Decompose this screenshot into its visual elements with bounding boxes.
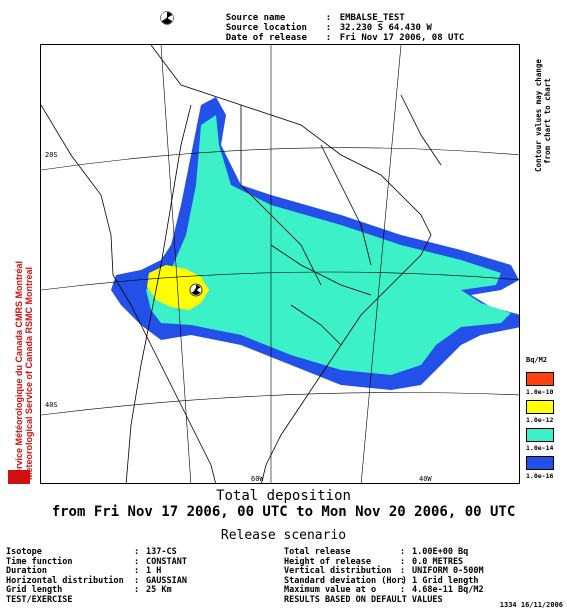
scenario-value: 1 Grid length xyxy=(412,575,479,586)
map-canvas: 20S 40S 60W 40W xyxy=(41,45,519,483)
default-values-note: RESULTS BASED ON DEFAULT VALUES xyxy=(284,594,443,605)
coastlines xyxy=(41,45,442,483)
scenario-key: Vertical distribution xyxy=(284,566,392,576)
graticule xyxy=(41,45,519,483)
map-title: Total deposition xyxy=(216,488,351,504)
scenario-details: Isotope:137-CS Time function: CONSTANT Du… xyxy=(6,547,561,604)
canada-flag-icon xyxy=(8,470,30,484)
legend-label-1e-12: 1.0e-12 xyxy=(526,416,554,424)
release-date-value: Fri Nov 17 2006, 08 UTC xyxy=(339,33,465,43)
legend-unit: Bq/M2 xyxy=(526,356,548,364)
scenario-key: Isotope xyxy=(6,547,42,557)
contour-note-line1: Contour values may change xyxy=(534,59,543,172)
title-block: Total deposition from Fri Nov 17 2006, 0… xyxy=(0,488,567,544)
source-location-row: Source location:32.230 S 64.430 W xyxy=(225,23,432,33)
scenario-value: 25 Km xyxy=(146,585,172,595)
scenario-value: 137-CS xyxy=(146,547,177,557)
source-name-row: Source name: EMBALSE_TEST xyxy=(225,13,405,23)
source-location-value: 32.230 S 64.430 W xyxy=(339,23,432,33)
scenario-value: UNIFORM 0-500M xyxy=(412,566,484,576)
legend-label-1e-16: 1.0e-16 xyxy=(526,472,554,480)
scenario-value: 1 H xyxy=(146,566,162,576)
agency-line-english: Meteorological Service of Canada RSMC Mo… xyxy=(24,266,34,480)
scenario-key: Height of release xyxy=(284,556,371,567)
source-location-marker xyxy=(189,283,203,297)
lat-label-40s: 40S xyxy=(45,401,58,409)
test-exercise-label: TEST/EXERCISE xyxy=(6,594,73,605)
source-name-label: Source name xyxy=(225,13,286,23)
source-name-value: EMBALSE_TEST xyxy=(339,13,405,23)
contour-note-line2: from chart to chart xyxy=(543,78,552,164)
run-stamp: 1334 16/11/2006 xyxy=(499,601,563,609)
scenario-key: Horizontal distribution xyxy=(6,575,124,586)
contour-note: Contour values may change from chart to … xyxy=(530,44,552,194)
release-date-label: Date of release xyxy=(225,33,307,43)
scenario-key: Standard deviation (Hor) xyxy=(284,575,407,586)
scenario-key: Maximum value at o xyxy=(284,585,377,595)
lon-label-40w: 40W xyxy=(419,475,432,483)
lon-label-60w: 60W xyxy=(251,475,264,483)
scenario-title: Release scenario xyxy=(220,528,347,543)
scenario-key: Grid length xyxy=(6,585,63,595)
period-title: from Fri Nov 17 2006, 00 UTC to Mon Nov … xyxy=(51,504,516,520)
agency-line-french: Service Météorologique du Canada CMRS Mo… xyxy=(14,260,24,480)
legend-swatch-1e-16 xyxy=(526,456,554,470)
radiation-hazard-icon xyxy=(160,11,174,25)
scenario-key: Total release xyxy=(284,547,351,557)
legend-label-1e-14: 1.0e-14 xyxy=(526,444,554,452)
lat-label-20s: 20S xyxy=(45,151,58,159)
scenario-value: CONSTANT xyxy=(146,556,187,567)
legend-swatch-1e-10 xyxy=(526,372,554,386)
scenario-key: Duration xyxy=(6,566,47,576)
legend-label-1e-10: 1.0e-10 xyxy=(526,388,554,396)
deposition-map: 20S 40S 60W 40W xyxy=(40,44,520,484)
legend-swatch-1e-12 xyxy=(526,400,554,414)
scenario-key: Time function xyxy=(6,556,73,567)
scenario-value: 1.00E+00 Bq xyxy=(412,547,469,557)
legend: Bq/M2 1.0e-10 1.0e-12 1.0e-14 1.0e-16 xyxy=(522,350,562,480)
scenario-right-column: Total release:1.00E+00 Bq Height of rele… xyxy=(284,547,484,605)
scenario-value: GAUSSIAN xyxy=(146,575,187,586)
scenario-value: 0.0 METRES xyxy=(412,556,464,567)
plume-contour-1e-14 xyxy=(146,115,511,375)
scenario-value: 4.68e-11 Bq/M2 xyxy=(412,585,484,595)
source-location-label: Source location xyxy=(225,23,307,33)
agency-branding: Service Météorologique du Canada CMRS Mo… xyxy=(2,230,34,490)
source-header: Source name: EMBALSE_TEST Source location… xyxy=(160,3,540,43)
legend-swatch-1e-14 xyxy=(526,428,554,442)
scenario-left-column: Isotope:137-CS Time function: CONSTANT Du… xyxy=(6,547,187,605)
release-date-row: Date of release: Fri Nov 17 2006, 08 UTC xyxy=(225,33,465,43)
